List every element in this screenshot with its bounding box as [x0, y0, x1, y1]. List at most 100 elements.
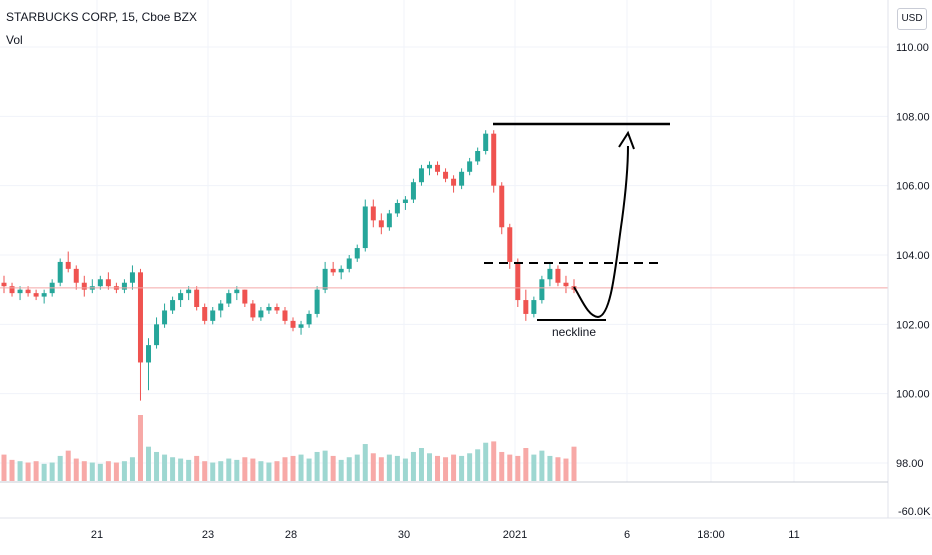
arrowhead — [618, 130, 635, 150]
candle-body — [322, 268, 328, 290]
candle-body — [162, 310, 168, 325]
candle-body — [210, 310, 216, 321]
volume-bar — [394, 455, 400, 481]
volume-bar — [523, 448, 529, 481]
y-tick-label: 108.00 — [896, 111, 930, 123]
candle-body — [137, 272, 143, 363]
candle-body — [282, 310, 288, 321]
volume-bar — [73, 458, 79, 481]
volume-bar — [290, 455, 296, 481]
volume-bar — [330, 455, 336, 481]
projection-arrow-curve — [573, 145, 629, 319]
volume-bar — [137, 415, 143, 481]
chart-title: STARBUCKS CORP, 15, Cboe BZX — [6, 10, 197, 24]
price-candles — [1, 130, 577, 401]
volume-bar — [178, 458, 184, 481]
candle-body — [499, 185, 505, 228]
y-tick-label: 106.00 — [896, 181, 930, 193]
volume-bar — [242, 457, 248, 481]
candle-body — [25, 289, 31, 294]
volume-bar — [491, 441, 497, 481]
candle-body — [258, 310, 264, 318]
candle-body — [146, 345, 152, 363]
candle-body — [218, 303, 224, 311]
candle-body — [370, 206, 376, 221]
candle-body — [266, 307, 272, 311]
y-tick-label: 110.00 — [896, 42, 929, 54]
y-tick-label: 102.00 — [896, 319, 930, 331]
candle-body — [386, 213, 392, 228]
candle-body — [483, 133, 489, 151]
volume-bar — [443, 457, 449, 481]
volume-bar — [306, 458, 312, 481]
candle-body — [81, 282, 87, 290]
candle-body — [531, 300, 537, 314]
volume-bar — [202, 461, 208, 481]
candle-body — [362, 206, 368, 249]
neckline-label: neckline — [552, 325, 596, 339]
volume-bar — [314, 451, 320, 481]
x-tick-label: 2021 — [503, 529, 527, 541]
volume-bar — [17, 461, 23, 481]
volume-bar — [266, 462, 272, 481]
volume-bar — [467, 453, 473, 481]
candle-body — [507, 227, 513, 262]
volume-bar — [41, 463, 47, 481]
volume-bar — [258, 461, 264, 481]
volume-bar — [33, 461, 39, 481]
candle-body — [547, 268, 553, 280]
candle-body — [475, 151, 481, 162]
grid — [0, 0, 888, 482]
candle-body — [17, 289, 23, 294]
volume-bar — [170, 457, 176, 481]
candle-body — [459, 171, 465, 186]
candle-body — [467, 161, 473, 172]
volume-bar — [9, 459, 15, 481]
volume-bar — [25, 462, 31, 481]
candle-body — [73, 268, 79, 283]
x-tick-label: 18:00 — [697, 529, 725, 541]
volume-bar — [418, 448, 424, 481]
volume-bar — [113, 462, 119, 481]
volume-bars — [1, 415, 577, 481]
candle-body — [298, 324, 304, 328]
volume-bar — [298, 454, 304, 481]
volume-bar — [49, 462, 55, 481]
candle-body — [154, 324, 160, 346]
volume-bar — [483, 442, 489, 481]
candle-body — [41, 293, 47, 297]
volume-bar — [555, 457, 561, 481]
candle-body — [346, 258, 352, 269]
candle-body — [410, 182, 416, 200]
volume-bar — [97, 463, 103, 481]
volume-bar — [346, 457, 352, 481]
volume-bar — [338, 459, 344, 481]
candle-body — [274, 307, 280, 311]
volume-bar — [129, 457, 135, 481]
candle-body — [306, 313, 312, 325]
candle-body — [1, 282, 7, 287]
x-tick-label: 6 — [624, 529, 630, 541]
candle-body — [555, 268, 561, 283]
volume-bar — [571, 446, 577, 481]
currency-button[interactable]: USD — [897, 8, 927, 30]
volume-bar — [250, 458, 256, 481]
volume-indicator-label[interactable]: Vol — [6, 33, 23, 47]
candle-body — [202, 307, 208, 321]
candle-body — [33, 293, 39, 297]
candle-body — [378, 220, 384, 228]
candle-body — [242, 289, 248, 304]
volume-bar — [378, 457, 384, 481]
volume-bar — [539, 450, 545, 481]
candle-body — [443, 171, 449, 179]
volume-bar — [218, 461, 224, 481]
volume-bar — [162, 454, 168, 481]
volume-bar — [57, 455, 63, 481]
y-tick-label: 104.00 — [896, 250, 930, 262]
volume-bar — [282, 457, 288, 481]
volume-bar — [435, 455, 441, 481]
pattern-annotations: neckline — [484, 122, 670, 339]
volume-bar — [105, 461, 111, 481]
candle-body — [338, 268, 344, 273]
